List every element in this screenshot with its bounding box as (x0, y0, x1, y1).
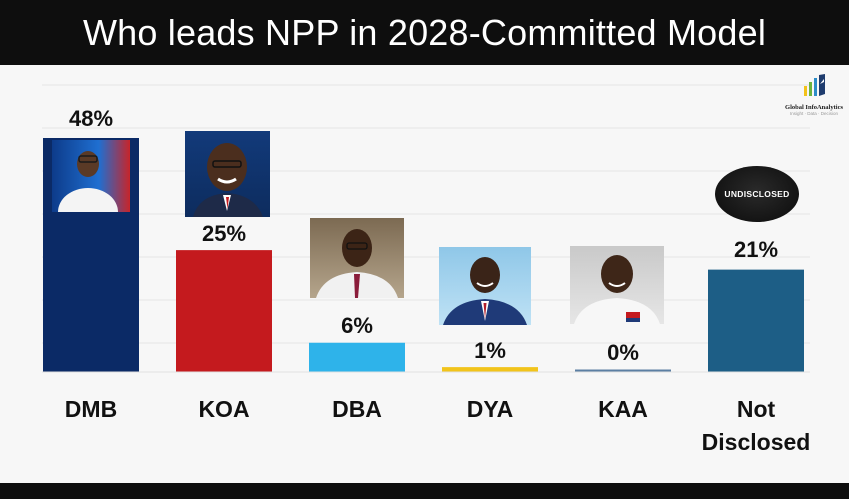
bar-kaa (575, 369, 671, 372)
category-label: DBA (332, 396, 382, 422)
category-label: KOA (198, 396, 249, 422)
category-label: Not (737, 396, 776, 422)
logo-tagline: Insight · Data · Decision (789, 111, 839, 116)
kaa-portrait-photo (570, 246, 664, 324)
title-bar: Who leads NPP in 2028-Committed Model (0, 0, 849, 65)
value-label: 6% (341, 313, 373, 338)
koa-portrait-photo (185, 131, 270, 217)
bar-koa (176, 250, 272, 372)
category-labels: DMB KOA DBA DYA KAA Not Disclosed (65, 396, 811, 455)
value-label: 0% (607, 340, 639, 365)
global-info-analytics-logo: Global InfoAnalytics Insight · Data · De… (782, 72, 846, 120)
dya-portrait-photo (439, 247, 531, 325)
undisclosed-badge: UNDISCLOSED (715, 166, 799, 222)
logo-name: Global InfoAnalytics (785, 104, 843, 111)
category-label: DYA (467, 396, 513, 422)
person-portrait-icon (443, 257, 527, 325)
value-label: 1% (474, 338, 506, 363)
bar-dya (442, 367, 538, 372)
gridlines (42, 84, 810, 344)
bar-growth-logo-icon (804, 74, 825, 96)
person-portrait-icon (193, 143, 263, 217)
dmb-portrait-photo (52, 140, 130, 212)
value-label: 21% (734, 237, 778, 262)
bar-not-disclosed (708, 269, 804, 372)
value-label: 48% (69, 106, 113, 131)
person-portrait-icon (58, 151, 118, 212)
footer-bar (0, 483, 849, 499)
category-label: DMB (65, 396, 117, 422)
chart-panel (0, 65, 849, 483)
value-labels: 48% 25% 6% 1% 0% 21% (69, 106, 778, 365)
category-label: Disclosed (702, 429, 811, 455)
value-label: 25% (202, 221, 246, 246)
bars (43, 138, 804, 372)
bar-dba (309, 342, 405, 372)
person-portrait-icon (574, 255, 660, 324)
person-portrait-icon (316, 229, 398, 298)
dba-portrait-photo (310, 218, 404, 298)
category-label: KAA (598, 396, 648, 422)
chart-title: Who leads NPP in 2028-Committed Model (82, 11, 767, 53)
